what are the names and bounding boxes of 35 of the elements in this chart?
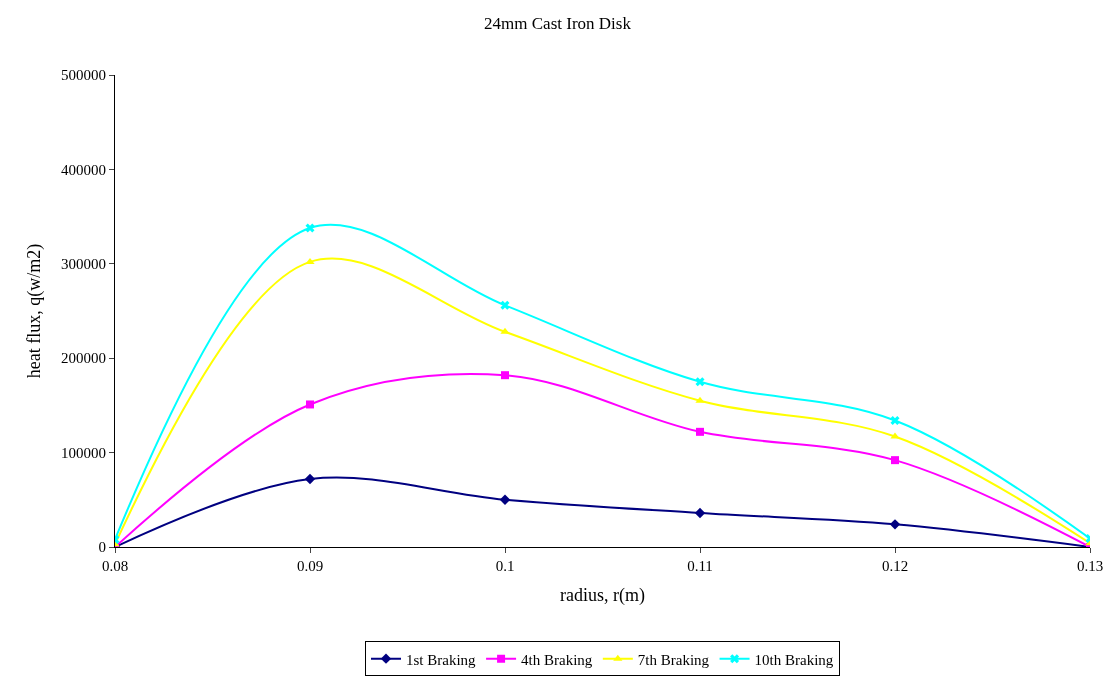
point (501, 371, 509, 380)
y-axis-title: heat flux, q(w/m2) (24, 243, 46, 379)
chart-title: 24mm Cast Iron Disk (484, 14, 632, 34)
y-tick-label: 500000 (61, 67, 106, 84)
legend-label: 1st Braking (406, 651, 477, 668)
point (890, 432, 900, 439)
legend-label: 7th Braking (637, 651, 710, 668)
point (891, 456, 899, 465)
x-tick-label: 0.12 (881, 558, 909, 574)
y-tick-label: 0 (98, 539, 106, 556)
x-axis-title: radius, r(m) (560, 585, 645, 607)
x-tick-label: 0.1 (495, 558, 515, 574)
legend-label: 4th Braking (521, 651, 593, 668)
x-tick-label: 0.11 (687, 558, 713, 574)
legend-label: 10th Braking (754, 651, 834, 668)
y-tick-label: 200000 (61, 350, 106, 367)
point (696, 427, 704, 436)
point (305, 257, 315, 264)
point (695, 377, 705, 387)
y-tick-label: 400000 (61, 161, 106, 178)
x-tick-label: 0.09 (296, 558, 324, 574)
point (500, 327, 510, 334)
point (305, 223, 315, 233)
point (304, 473, 316, 485)
x-tick-label: 0.13 (1076, 558, 1104, 574)
y-tick-label: 100000 (61, 444, 106, 461)
point (306, 400, 314, 409)
point (889, 519, 901, 530)
y-tick-label: 300000 (61, 256, 106, 273)
point (694, 507, 706, 519)
point (500, 300, 510, 310)
point (499, 494, 511, 505)
x-tick-label: 0.08 (101, 558, 129, 574)
point (890, 415, 900, 426)
point (695, 396, 705, 403)
